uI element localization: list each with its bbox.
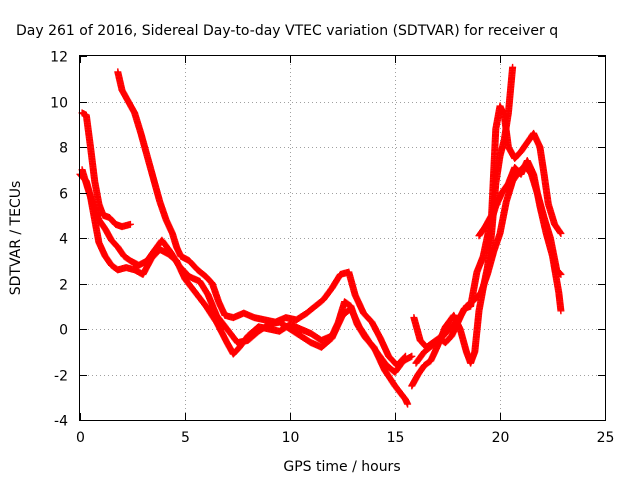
data-point (557, 270, 565, 278)
data-point (404, 400, 412, 408)
y-tick-label: 4 (59, 232, 68, 248)
y-tick-label: 2 (59, 278, 68, 294)
data-point (126, 220, 134, 228)
data-point (557, 229, 565, 237)
chart-title: Day 261 of 2016, Sidereal Day-to-day VTE… (16, 23, 558, 39)
series-track-c (76, 170, 416, 376)
y-tick-label: 12 (50, 50, 68, 66)
x-tick-label: 5 (181, 430, 190, 446)
x-axis-label: GPS time / hours (283, 459, 400, 475)
x-tick-label: 10 (282, 430, 300, 446)
y-tick-label: 6 (59, 187, 68, 203)
data-point (408, 352, 416, 360)
grid-layer (80, 56, 605, 420)
y-tick-label: 10 (50, 96, 68, 112)
x-tick-label: 15 (387, 430, 405, 446)
series-track-g (475, 102, 565, 240)
data-point (557, 307, 565, 315)
series-track-h (412, 161, 565, 367)
data-point (556, 269, 564, 277)
x-tick-label: 25 (597, 430, 615, 446)
y-tick-label: 0 (59, 323, 68, 339)
y-axis-label: SDTVAR / TECUs (8, 181, 24, 296)
series-track-b (78, 166, 412, 408)
y-tick-label: -4 (54, 414, 68, 430)
plot-frame (79, 55, 606, 421)
series-track-d (114, 68, 409, 369)
data-point (401, 353, 409, 361)
x-tick-label: 0 (76, 430, 85, 446)
series-track-e (408, 63, 517, 390)
series-layer (76, 63, 565, 408)
y-tick-label: -2 (54, 369, 68, 385)
data-point (509, 63, 517, 71)
x-tick-label: 20 (492, 430, 510, 446)
data-point (402, 352, 409, 360)
y-tick-label: 8 (59, 141, 68, 157)
tick-layer: 0 5 10 15 20 25 -4 -2 0 2 4 6 8 10 12 (50, 50, 614, 447)
series-track-a (78, 109, 134, 231)
